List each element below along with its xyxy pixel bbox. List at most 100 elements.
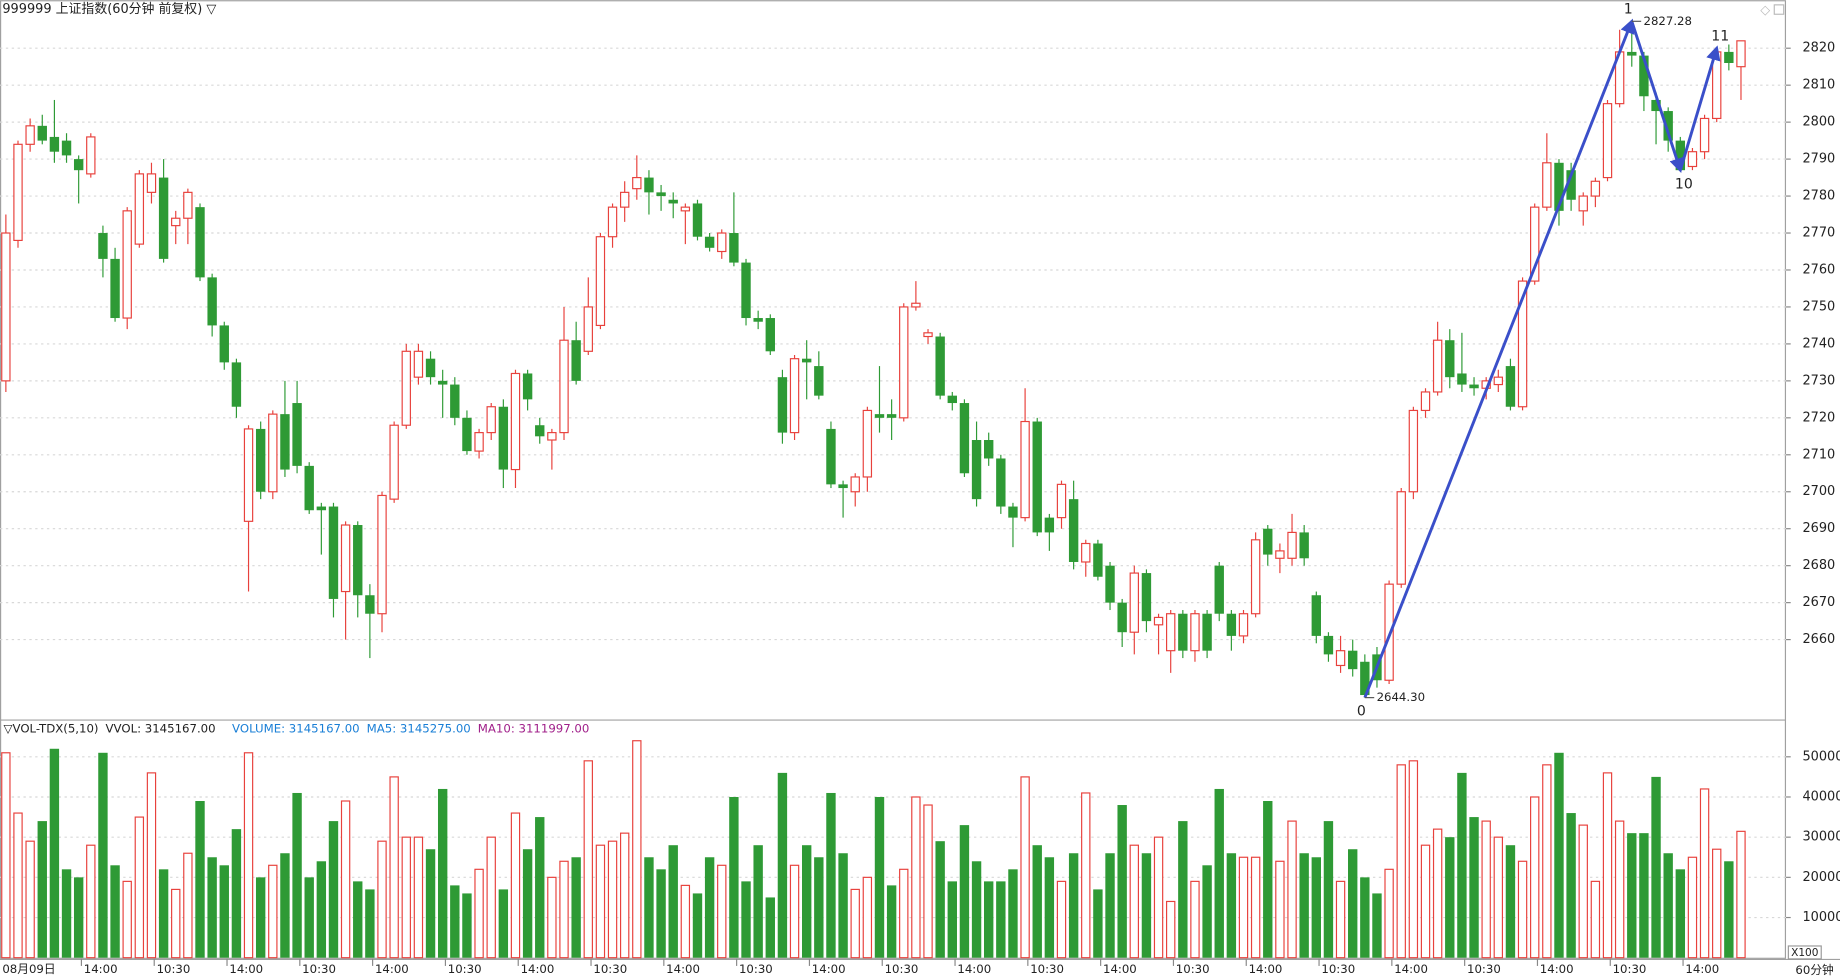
candle-body [1432, 339, 1443, 393]
candle-body [1663, 111, 1673, 141]
candle-body [1299, 532, 1309, 559]
volume-bar [911, 796, 921, 959]
volume-bar [1202, 865, 1212, 958]
volume-bar [1360, 877, 1370, 958]
volume-bar [656, 869, 666, 958]
candle-body [850, 476, 860, 493]
volume-bar [1493, 836, 1504, 959]
candle-body [510, 372, 521, 471]
candle-body [899, 306, 909, 419]
volume-bar [984, 881, 994, 958]
candle-body [571, 340, 581, 381]
zigzag-segment [1363, 18, 1635, 699]
volume-bar [547, 876, 557, 959]
price-label: 2644.30 [1377, 690, 1425, 704]
x-tick-label: 14:00 [375, 962, 409, 976]
candle-body [183, 191, 193, 219]
candle-body [1287, 531, 1297, 559]
volume-bar [1639, 833, 1649, 958]
candle-body [98, 233, 108, 259]
unit-box [1787, 945, 1822, 960]
candle-body [1420, 391, 1431, 412]
candle-body [583, 306, 593, 352]
candle-body [462, 417, 472, 452]
window-icon[interactable] [1773, 4, 1785, 15]
x-tick-label: 10:30 [302, 962, 336, 976]
volume-bar [1044, 857, 1055, 958]
volume-bar [1566, 813, 1576, 958]
volume-bar [183, 852, 193, 959]
candle-body [1250, 539, 1261, 615]
candle-body [1675, 140, 1686, 171]
candle-body [328, 506, 339, 599]
candle-body [1190, 613, 1200, 652]
volume-bar [1166, 900, 1176, 959]
candle-body [86, 136, 96, 175]
volume-bar [425, 849, 436, 958]
candle-body [1081, 542, 1091, 563]
volume-bar [741, 881, 751, 958]
volume-bar [644, 857, 654, 958]
candle-body [1093, 543, 1103, 577]
candle-body [1068, 499, 1079, 562]
candle-body [522, 373, 533, 400]
volume-bar [1505, 845, 1516, 958]
candle-body [219, 325, 229, 363]
candle-body [401, 350, 411, 426]
candle-body [1, 232, 11, 382]
volume-bar [1299, 853, 1309, 958]
y-tick-label: 2730 [1802, 373, 1835, 388]
candle-body [935, 336, 945, 396]
volume-bar [498, 889, 509, 958]
volume-bar [1226, 853, 1237, 958]
candle-body [607, 206, 618, 238]
window-icon[interactable]: ◇ [1760, 3, 1770, 18]
candle-body [353, 525, 363, 596]
volume-bar [1699, 788, 1710, 959]
volume-bar [1554, 752, 1564, 958]
candle-body [146, 173, 157, 193]
zigzag-label: 10 [1675, 176, 1693, 192]
candle-body [1323, 635, 1334, 655]
volume-bar [110, 865, 120, 958]
candle-body [1311, 595, 1321, 636]
candle-body [1408, 409, 1419, 493]
y-tick-label: 2760 [1802, 262, 1835, 277]
candle-body [765, 318, 775, 352]
volume-bar [219, 865, 229, 958]
x-tick-label: 14:00 [1540, 962, 1574, 976]
volume-bar [1263, 801, 1273, 958]
candle-body [304, 465, 314, 511]
volume-bar [1068, 853, 1079, 958]
candle-body [1141, 573, 1152, 622]
x-tick-label: 14:00 [1685, 962, 1719, 976]
y-tick-label: 2700 [1802, 484, 1835, 499]
candle-body [1263, 528, 1273, 555]
zigzag-segment [1630, 20, 1684, 173]
candle-body [547, 432, 557, 441]
candle-body [1360, 661, 1370, 696]
candle-body [1238, 613, 1249, 637]
x-tick-label: 14:00 [1249, 962, 1283, 976]
volume-bar [1420, 844, 1431, 959]
candle-body [1457, 373, 1467, 385]
volume-bar [1481, 820, 1491, 959]
volume-bar [583, 760, 593, 959]
candle-body [61, 140, 72, 156]
candle-body [1699, 117, 1710, 153]
candle-body [1493, 376, 1504, 386]
candle-body [158, 177, 169, 259]
volume-bar [1590, 880, 1601, 959]
volume-bar [86, 844, 96, 959]
candle-body [243, 428, 254, 522]
volume-bar [607, 840, 618, 959]
x-tick-label: 14:00 [957, 962, 991, 976]
candle-body [1335, 650, 1346, 667]
volume-bar [1178, 821, 1188, 958]
x-tick-label: 10:30 [1176, 962, 1210, 976]
y-tick-label: 2750 [1802, 299, 1835, 314]
zigzag-label: 1 [1624, 2, 1633, 18]
candle-body [134, 173, 145, 245]
volume-bar [1602, 772, 1613, 959]
volume-bar [401, 836, 411, 959]
